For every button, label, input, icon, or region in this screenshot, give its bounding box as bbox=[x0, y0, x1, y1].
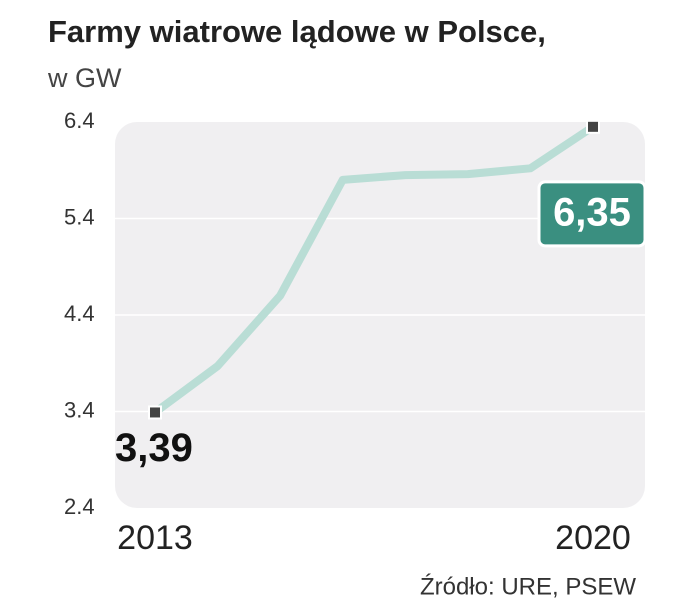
y-tick-label: 3.4 bbox=[64, 397, 95, 422]
value-label-box bbox=[537, 180, 647, 248]
x-tick-label: 2020 bbox=[555, 519, 631, 557]
value-label: 6,35 bbox=[553, 190, 631, 234]
y-tick-label: 5.4 bbox=[64, 204, 95, 229]
y-tick-label: 4.4 bbox=[64, 301, 95, 326]
chart-title: Farmy wiatrowe lądowe w Polsce, bbox=[48, 14, 546, 49]
chart-subtitle: w GW bbox=[47, 63, 122, 93]
y-tick-label: 6.4 bbox=[64, 108, 95, 133]
point-marker bbox=[148, 405, 162, 420]
x-tick-label: 2013 bbox=[117, 519, 193, 557]
value-label: 3,39 bbox=[115, 426, 193, 470]
point-marker bbox=[586, 119, 600, 134]
source: Źródło: URE, PSEW bbox=[420, 573, 636, 600]
y-tick-label: 2.4 bbox=[64, 494, 95, 519]
line bbox=[152, 123, 596, 416]
